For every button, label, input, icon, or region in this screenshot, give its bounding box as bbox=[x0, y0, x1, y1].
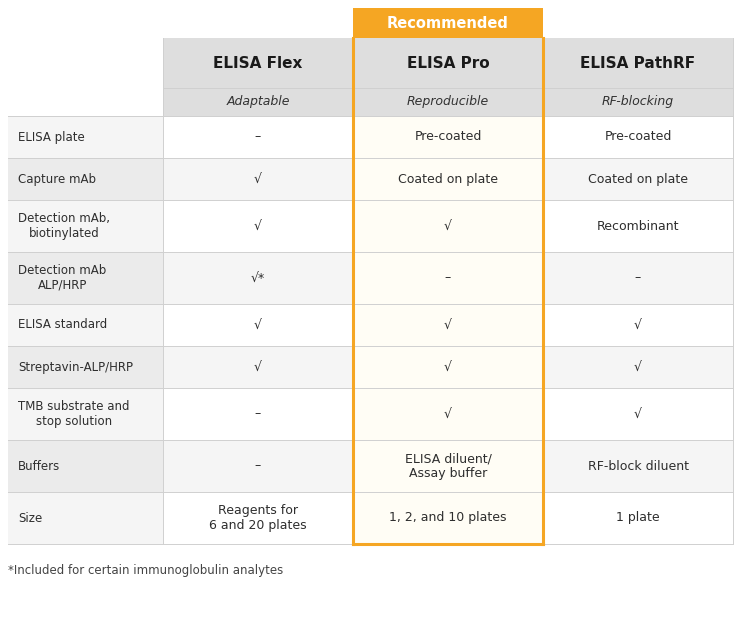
Bar bbox=[163, 440, 353, 492]
Text: –: – bbox=[445, 271, 451, 284]
Text: √: √ bbox=[444, 220, 452, 233]
Text: Coated on plate: Coated on plate bbox=[398, 173, 498, 186]
Bar bbox=[8, 252, 163, 304]
Text: Detection mAb,
biotinylated: Detection mAb, biotinylated bbox=[18, 212, 110, 240]
Text: √: √ bbox=[254, 220, 262, 233]
Text: Reproducible: Reproducible bbox=[407, 96, 489, 109]
Text: ELISA standard: ELISA standard bbox=[18, 318, 107, 331]
Bar bbox=[353, 304, 543, 346]
Bar bbox=[543, 38, 733, 88]
Bar bbox=[353, 346, 543, 388]
Text: ELISA Flex: ELISA Flex bbox=[213, 56, 302, 70]
Bar bbox=[543, 158, 733, 200]
Text: √: √ bbox=[444, 407, 452, 421]
Bar bbox=[8, 346, 163, 388]
Bar bbox=[353, 346, 543, 388]
Bar bbox=[353, 388, 543, 440]
Bar bbox=[8, 492, 163, 544]
Text: Reagents for
6 and 20 plates: Reagents for 6 and 20 plates bbox=[209, 504, 307, 532]
Text: –: – bbox=[635, 271, 641, 284]
Bar bbox=[353, 252, 543, 304]
Bar bbox=[543, 346, 733, 388]
Bar bbox=[163, 200, 353, 252]
Bar bbox=[353, 88, 543, 116]
Bar bbox=[353, 8, 543, 38]
Bar bbox=[163, 88, 353, 116]
Text: –: – bbox=[255, 407, 261, 421]
Text: √*: √* bbox=[251, 271, 265, 284]
Text: RF-block diluent: RF-block diluent bbox=[588, 460, 688, 473]
Text: ELISA plate: ELISA plate bbox=[18, 131, 85, 144]
Bar bbox=[543, 252, 733, 304]
Text: √: √ bbox=[254, 173, 262, 186]
Bar bbox=[543, 492, 733, 544]
Text: –: – bbox=[255, 131, 261, 144]
Bar bbox=[543, 388, 733, 440]
Text: Size: Size bbox=[18, 511, 42, 524]
Bar bbox=[353, 440, 543, 492]
Text: √: √ bbox=[444, 318, 452, 331]
Bar bbox=[353, 492, 543, 544]
Bar bbox=[353, 440, 543, 492]
Text: –: – bbox=[255, 460, 261, 473]
Bar bbox=[163, 346, 353, 388]
Bar bbox=[353, 158, 543, 200]
Bar bbox=[163, 304, 353, 346]
Bar bbox=[163, 388, 353, 440]
Text: RF-blocking: RF-blocking bbox=[602, 96, 674, 109]
Text: Recombinant: Recombinant bbox=[597, 220, 679, 233]
Bar bbox=[163, 492, 353, 544]
Bar bbox=[353, 252, 543, 304]
Text: Coated on plate: Coated on plate bbox=[588, 173, 688, 186]
Bar bbox=[353, 304, 543, 346]
Text: 1, 2, and 10 plates: 1, 2, and 10 plates bbox=[389, 511, 507, 524]
Bar bbox=[353, 116, 543, 158]
Bar bbox=[543, 116, 733, 158]
Bar bbox=[353, 200, 543, 252]
Text: ELISA Pro: ELISA Pro bbox=[407, 56, 489, 70]
Bar bbox=[163, 116, 353, 158]
Bar bbox=[163, 38, 353, 88]
Bar bbox=[8, 158, 163, 200]
Text: 1 plate: 1 plate bbox=[616, 511, 660, 524]
Text: √: √ bbox=[254, 360, 262, 373]
Text: Detection mAb
ALP/HRP: Detection mAb ALP/HRP bbox=[18, 264, 107, 292]
Bar bbox=[163, 158, 353, 200]
Text: √: √ bbox=[634, 407, 642, 421]
Bar bbox=[353, 158, 543, 200]
Text: ELISA PathRF: ELISA PathRF bbox=[580, 56, 696, 70]
Bar bbox=[543, 304, 733, 346]
Text: Recommended: Recommended bbox=[387, 15, 509, 30]
Bar bbox=[8, 116, 163, 158]
Text: Streptavin-ALP/HRP: Streptavin-ALP/HRP bbox=[18, 360, 133, 373]
Bar bbox=[353, 116, 543, 158]
Text: √: √ bbox=[444, 360, 452, 373]
Text: √: √ bbox=[254, 318, 262, 331]
Bar bbox=[8, 440, 163, 492]
Text: √: √ bbox=[634, 360, 642, 373]
Bar bbox=[8, 304, 163, 346]
Text: Adaptable: Adaptable bbox=[226, 96, 290, 109]
Bar bbox=[353, 388, 543, 440]
Bar bbox=[353, 200, 543, 252]
Bar bbox=[8, 388, 163, 440]
Text: TMB substrate and
stop solution: TMB substrate and stop solution bbox=[18, 400, 130, 428]
Bar bbox=[543, 200, 733, 252]
Text: √: √ bbox=[634, 318, 642, 331]
Text: ELISA diluent/
Assay buffer: ELISA diluent/ Assay buffer bbox=[405, 452, 492, 480]
Text: Pre-coated: Pre-coated bbox=[414, 131, 482, 144]
Bar bbox=[543, 88, 733, 116]
Bar bbox=[163, 252, 353, 304]
Bar bbox=[8, 200, 163, 252]
Text: *Included for certain immunoglobulin analytes: *Included for certain immunoglobulin ana… bbox=[8, 564, 283, 577]
Text: Pre-coated: Pre-coated bbox=[604, 131, 672, 144]
Text: Buffers: Buffers bbox=[18, 460, 60, 473]
Bar bbox=[353, 492, 543, 544]
Bar bbox=[353, 38, 543, 88]
Text: Capture mAb: Capture mAb bbox=[18, 173, 96, 186]
Bar bbox=[543, 440, 733, 492]
